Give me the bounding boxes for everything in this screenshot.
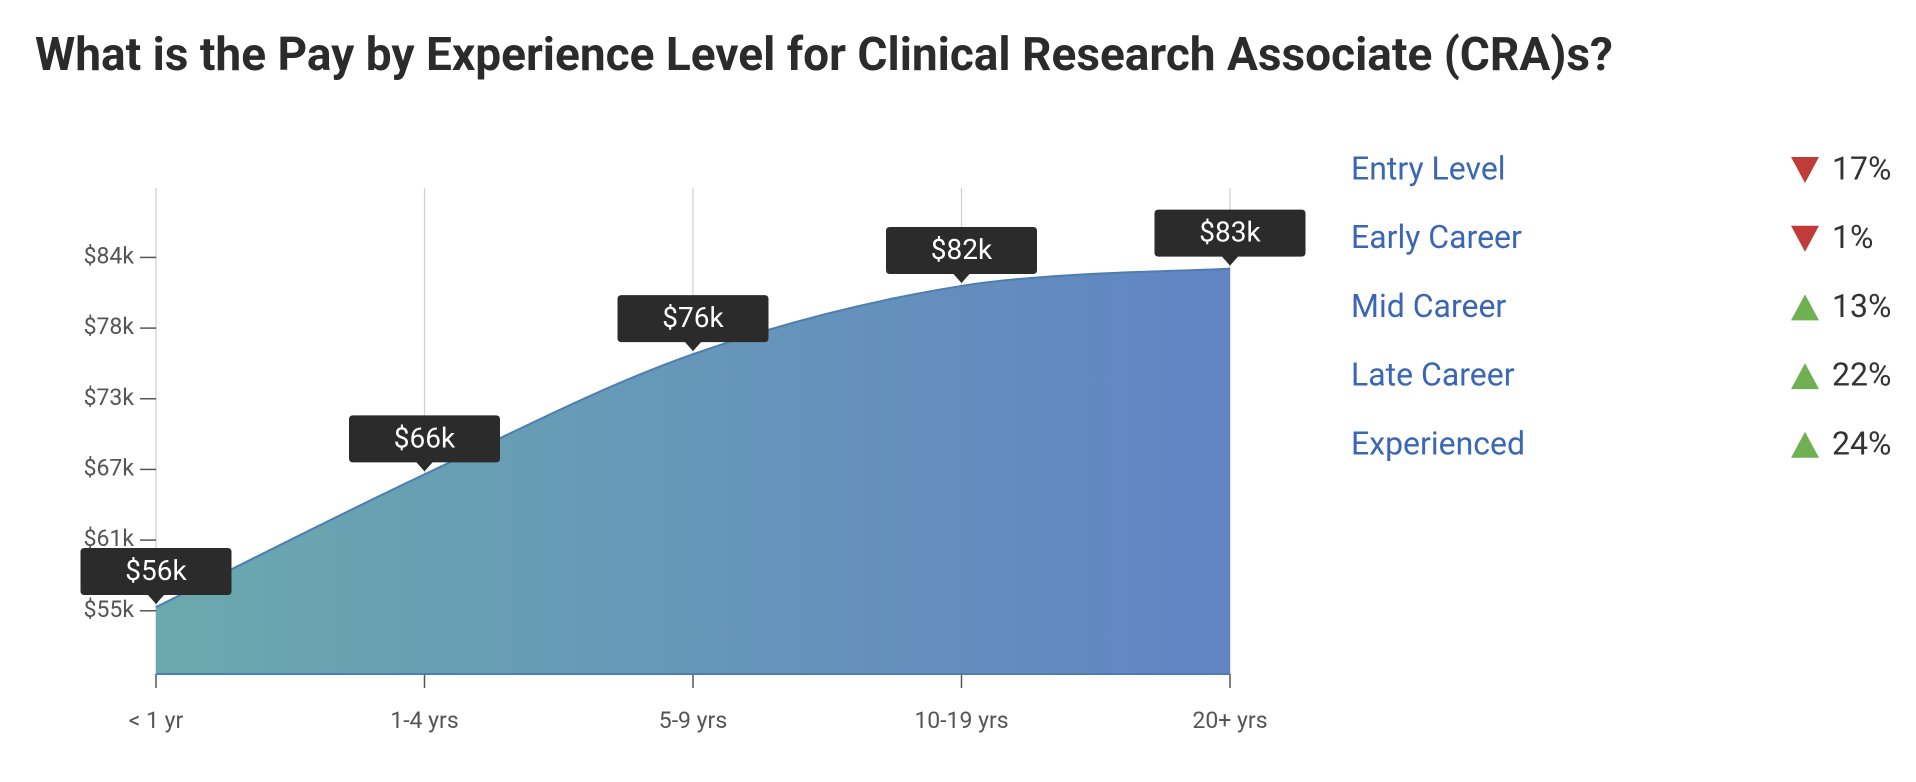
value-label-box: [617, 295, 769, 352]
x-tick-label: < 1 yr: [129, 707, 184, 734]
area: [156, 268, 1230, 674]
x-tick-label: 5-9 yrs: [659, 707, 727, 734]
value-label: $76k: [662, 301, 724, 334]
legend-change: 17%: [1832, 149, 1891, 187]
trend-icon: [1791, 431, 1819, 458]
value-label-box: [886, 226, 1037, 283]
trend-icon: [1791, 225, 1819, 252]
legend-change: 22%: [1832, 356, 1891, 394]
legend-change: 1%: [1832, 218, 1873, 256]
y-tick-label: $84k: [84, 243, 135, 270]
y-tick-label: $61k: [84, 525, 135, 552]
value-label-box: [349, 415, 500, 472]
legend-label: Late Career: [1351, 356, 1515, 394]
y-tick-label: $73k: [84, 384, 135, 411]
legend-change: 24%: [1832, 424, 1891, 462]
x-tick-label: 20+ yrs: [1192, 707, 1267, 734]
trend-icon: [1791, 294, 1819, 321]
x-tick-label: 1-4 yrs: [390, 707, 458, 734]
legend-label: Mid Career: [1351, 287, 1506, 325]
trend-icon: [1791, 363, 1819, 390]
value-label: $82k: [931, 233, 993, 266]
y-tick-label: $55k: [84, 596, 135, 623]
value-label: $56k: [125, 554, 187, 587]
y-tick-label: $67k: [84, 455, 135, 482]
value-label-box: [1154, 209, 1306, 266]
value-label: $66k: [394, 421, 456, 454]
x-tick-label: 10-19 yrs: [914, 707, 1008, 734]
value-label: $83k: [1199, 215, 1261, 248]
legend-label: Entry Level: [1351, 149, 1506, 187]
value-label-box: [80, 548, 232, 605]
line: [155, 267, 1231, 608]
legend-label: Early Career: [1351, 218, 1522, 256]
y-tick-label: $78k: [84, 313, 135, 340]
trend-icon: [1791, 157, 1819, 183]
legend-label: Experienced: [1351, 424, 1525, 462]
legend-change: 13%: [1832, 287, 1891, 325]
chart-title: What is the Pay by Experience Level for …: [35, 28, 1613, 82]
